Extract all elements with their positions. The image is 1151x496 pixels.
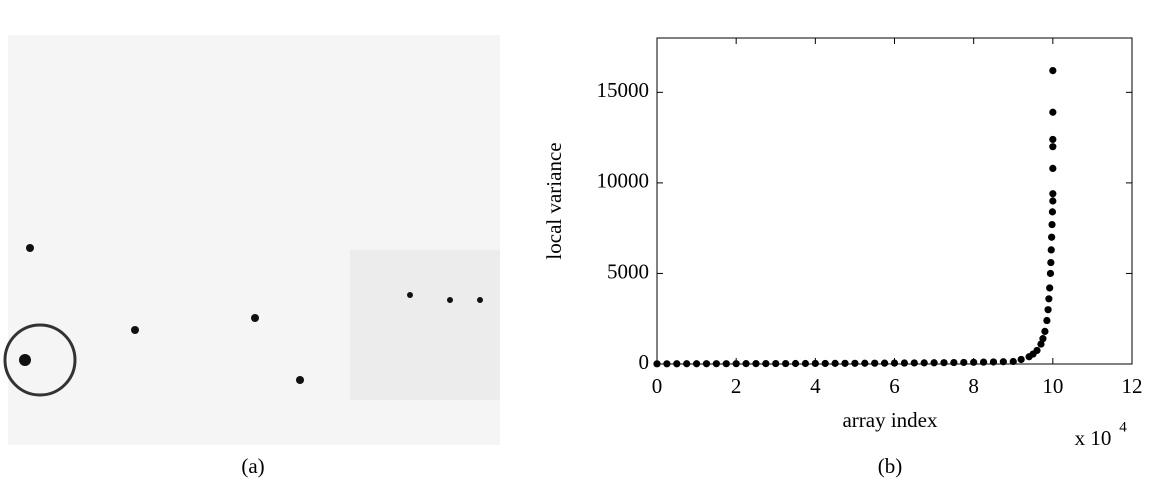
x-tick-label: 10 bbox=[1042, 374, 1063, 398]
point bbox=[1049, 135, 1057, 144]
image-region bbox=[350, 250, 500, 400]
y-tick-label: 5000 bbox=[607, 259, 649, 283]
point bbox=[742, 360, 750, 368]
point bbox=[653, 360, 661, 368]
point bbox=[920, 359, 928, 367]
point bbox=[801, 359, 810, 368]
point bbox=[1044, 306, 1052, 314]
y-tick-label: 0 bbox=[639, 350, 650, 374]
point bbox=[1017, 355, 1025, 364]
point bbox=[1046, 284, 1054, 292]
point bbox=[762, 360, 770, 368]
point bbox=[1045, 295, 1053, 303]
axes-box bbox=[656, 37, 1133, 365]
point bbox=[1049, 108, 1057, 116]
point bbox=[1049, 143, 1057, 151]
point bbox=[752, 360, 760, 368]
image-detail bbox=[131, 326, 139, 334]
point bbox=[831, 359, 839, 367]
point bbox=[841, 359, 849, 367]
point bbox=[970, 358, 978, 366]
point bbox=[1037, 340, 1045, 348]
point bbox=[1033, 346, 1041, 355]
y-tick-label: 10000 bbox=[597, 169, 650, 193]
point bbox=[1049, 164, 1057, 172]
image-detail bbox=[26, 244, 34, 252]
point bbox=[900, 359, 908, 367]
point bbox=[712, 360, 720, 368]
image-detail bbox=[407, 292, 413, 298]
x-tick-label: 4 bbox=[810, 374, 821, 398]
point bbox=[1009, 357, 1017, 366]
image-detail bbox=[447, 297, 453, 303]
point bbox=[910, 359, 918, 367]
point bbox=[1048, 220, 1056, 229]
point bbox=[989, 358, 998, 366]
point bbox=[791, 359, 800, 368]
point bbox=[1046, 269, 1055, 278]
point bbox=[940, 359, 948, 367]
point bbox=[871, 359, 879, 367]
point bbox=[1039, 335, 1047, 343]
point bbox=[772, 359, 780, 368]
point bbox=[1047, 246, 1055, 254]
x-tick-label: 0 bbox=[652, 374, 663, 398]
point bbox=[732, 360, 740, 368]
x-multiplier-exponent: 4 bbox=[1119, 419, 1127, 435]
point bbox=[1041, 327, 1049, 335]
x-tick-label: 12 bbox=[1122, 374, 1143, 398]
point bbox=[1049, 197, 1057, 205]
point bbox=[979, 358, 988, 366]
point bbox=[861, 359, 869, 367]
point bbox=[1047, 258, 1055, 267]
point bbox=[881, 359, 889, 367]
point bbox=[851, 359, 859, 367]
point bbox=[702, 360, 711, 368]
x-multiplier: x 10 bbox=[1075, 426, 1112, 450]
image-detail bbox=[296, 376, 304, 384]
point bbox=[950, 358, 958, 367]
point bbox=[1049, 190, 1057, 198]
point bbox=[1048, 233, 1056, 241]
x-axis-label: array index bbox=[842, 408, 938, 432]
image-detail bbox=[477, 297, 483, 303]
point bbox=[821, 359, 829, 368]
point bbox=[673, 360, 681, 368]
point bbox=[811, 359, 819, 368]
point bbox=[722, 360, 730, 368]
point bbox=[890, 359, 899, 367]
point bbox=[1043, 316, 1051, 325]
point bbox=[782, 359, 790, 368]
image-detail bbox=[3, 323, 77, 397]
caption: (b) bbox=[878, 454, 903, 478]
point bbox=[999, 358, 1007, 366]
point bbox=[663, 360, 671, 368]
point bbox=[683, 360, 691, 368]
point bbox=[1049, 67, 1057, 75]
point bbox=[692, 360, 701, 368]
point bbox=[930, 359, 938, 367]
x-tick-label: 6 bbox=[889, 374, 900, 398]
caption: (a) bbox=[241, 454, 264, 478]
y-tick-label: 15000 bbox=[597, 78, 650, 102]
point bbox=[960, 358, 968, 367]
x-tick-label: 2 bbox=[731, 374, 742, 398]
x-tick-label: 8 bbox=[968, 374, 979, 398]
image-panel bbox=[3, 35, 500, 445]
point bbox=[1048, 208, 1057, 216]
y-axis-label: local variance bbox=[542, 142, 566, 259]
image-detail bbox=[19, 354, 31, 366]
image-detail bbox=[251, 314, 259, 322]
